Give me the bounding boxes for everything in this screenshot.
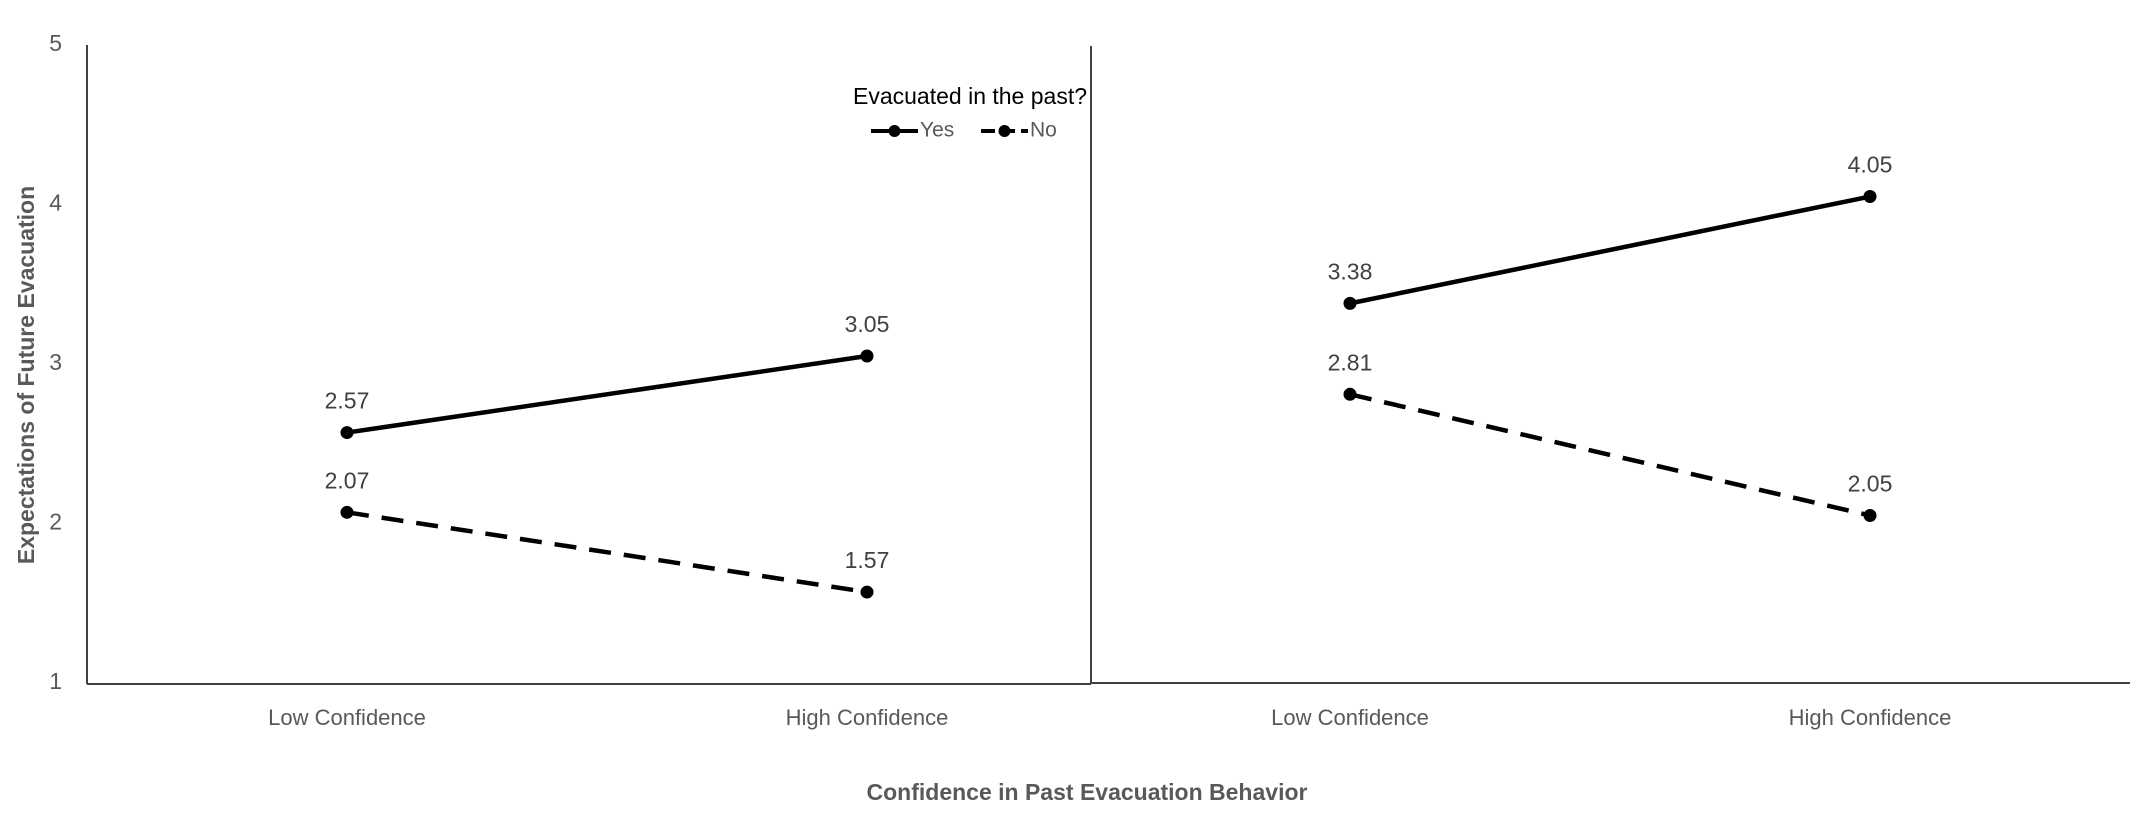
data-point-yes (340, 426, 354, 440)
legend-no-label: No (1030, 119, 1057, 142)
y-tick-label: 4 (49, 190, 62, 216)
data-label: 2.07 (325, 467, 370, 493)
data-point-yes (1863, 190, 1877, 204)
data-point-no (340, 505, 354, 519)
series-line-no (346, 510, 868, 595)
legend-yes-label: Yes (920, 119, 954, 142)
legend-title: Evacuated in the past? (853, 83, 1087, 109)
x-category-label: Low Confidence (268, 705, 426, 730)
data-label: 4.05 (1848, 152, 1893, 178)
data-label: 3.05 (845, 311, 890, 337)
data-label: 2.57 (325, 388, 370, 414)
series-line-yes (346, 353, 868, 435)
legend-entry-no: No (981, 119, 1057, 142)
data-point-no (1343, 387, 1357, 401)
x-category-label: High Confidence (1789, 705, 1952, 730)
legend-no-marker-icon (998, 125, 1011, 137)
y-tick-label: 2 (49, 509, 62, 535)
x-category-label: Low Confidence (1271, 705, 1429, 730)
y-tick-label: 5 (49, 30, 62, 56)
data-label: 3.38 (1328, 258, 1373, 284)
x-axis-title: Confidence in Past Evacuation Behavior (867, 779, 1308, 805)
legend-entry-yes: Yes (871, 119, 954, 142)
y-tick-label: 1 (49, 668, 62, 694)
data-point-no (860, 585, 874, 599)
legend: Evacuated in the past? Yes No (853, 83, 1087, 141)
y-tick-label: 3 (49, 349, 62, 375)
series-line-yes (1349, 194, 1871, 306)
data-label: 1.57 (845, 547, 890, 573)
series-line-no (1349, 392, 1871, 518)
y-axis-title: Expectations of Future Evacuation (13, 186, 39, 564)
data-point-yes (860, 349, 874, 363)
data-point-yes (1343, 296, 1357, 310)
legend-yes-marker-icon (888, 125, 901, 137)
data-label: 2.05 (1848, 471, 1893, 497)
data-point-no (1863, 509, 1877, 523)
x-category-label: High Confidence (786, 705, 949, 730)
data-label: 2.81 (1328, 349, 1373, 375)
